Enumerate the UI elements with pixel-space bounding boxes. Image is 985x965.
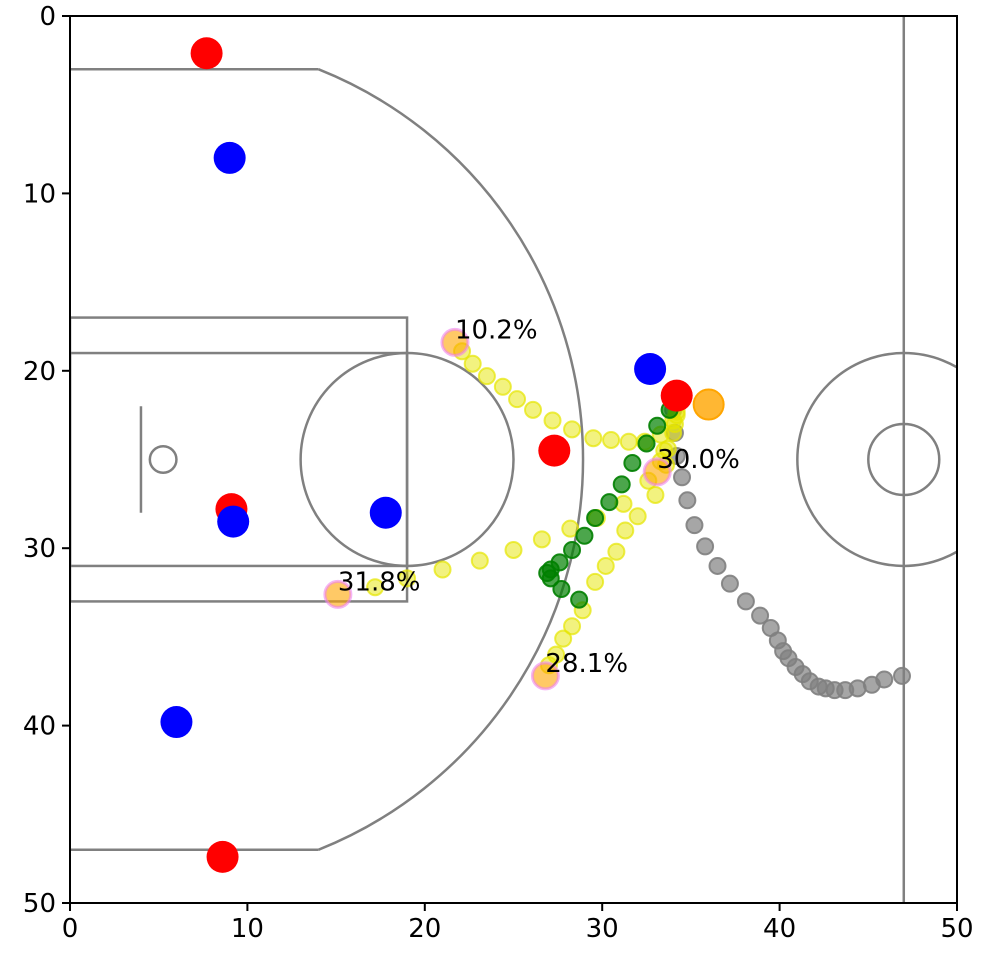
point	[720, 574, 739, 593]
point	[673, 468, 692, 487]
point	[612, 475, 631, 494]
point	[508, 390, 527, 409]
point	[398, 569, 417, 588]
x-tick-label: 30	[586, 914, 619, 944]
point	[433, 560, 452, 579]
data-label: 28.1%	[545, 649, 628, 679]
point	[440, 327, 470, 357]
x-tick-label: 0	[62, 914, 79, 944]
point	[893, 666, 912, 685]
point	[190, 37, 223, 70]
point	[493, 377, 512, 396]
point	[213, 141, 246, 174]
point	[600, 493, 619, 512]
point	[366, 578, 385, 597]
point	[584, 429, 603, 448]
axes-frame	[69, 15, 958, 904]
court-circle	[299, 351, 515, 568]
x-tick-label: 10	[231, 914, 264, 944]
point	[206, 840, 239, 873]
point	[563, 617, 582, 636]
court-circle	[867, 422, 941, 497]
point	[543, 411, 562, 430]
point	[637, 434, 656, 453]
y-tick-label: 50	[23, 889, 56, 919]
x-tick-label: 50	[940, 914, 973, 944]
three-point-arc	[317, 68, 585, 851]
point	[736, 592, 755, 611]
point	[664, 423, 683, 442]
point	[323, 579, 353, 609]
point	[628, 507, 647, 526]
y-tick-label: 40	[23, 712, 56, 742]
point	[554, 629, 573, 648]
point	[619, 432, 638, 451]
point	[642, 457, 672, 487]
point	[570, 590, 589, 609]
point	[596, 556, 615, 575]
court	[70, 16, 957, 903]
point	[607, 542, 626, 561]
point	[563, 420, 582, 439]
marks: 10.2% 31.8% 28.1% 30.0%	[160, 37, 912, 873]
point	[761, 619, 780, 638]
point	[646, 485, 665, 504]
point	[524, 400, 543, 419]
point	[470, 551, 489, 570]
y-tick-label: 10	[23, 179, 56, 209]
point	[541, 569, 560, 588]
point	[532, 530, 551, 549]
point	[708, 556, 727, 575]
point	[634, 353, 667, 386]
point	[561, 519, 580, 538]
point	[660, 379, 693, 412]
point	[602, 430, 621, 449]
point	[477, 367, 496, 386]
x-tick-label: 40	[763, 914, 796, 944]
point	[586, 572, 605, 591]
y-tick-label: 0	[39, 2, 56, 32]
point	[696, 537, 715, 556]
point	[586, 509, 605, 528]
point	[692, 388, 725, 421]
point	[563, 540, 582, 559]
point	[685, 516, 704, 535]
court-circle	[148, 444, 178, 475]
point	[369, 496, 402, 529]
data-label: 31.8%	[338, 567, 421, 597]
point	[530, 661, 560, 691]
paint-inner	[70, 351, 409, 568]
x-tick-label: 20	[408, 914, 441, 944]
point	[463, 354, 482, 373]
data-label: 30.0%	[657, 445, 740, 475]
point	[217, 505, 250, 538]
point	[648, 416, 667, 435]
y-tick-label: 30	[23, 534, 56, 564]
point	[751, 606, 770, 625]
point	[538, 434, 571, 467]
paint-outer	[70, 316, 409, 603]
point	[678, 491, 697, 510]
y-tick-label: 20	[23, 357, 56, 387]
point	[623, 454, 642, 473]
court-circle	[796, 351, 957, 568]
point	[575, 526, 594, 545]
point	[616, 521, 635, 540]
point	[160, 706, 193, 739]
point	[552, 580, 571, 599]
data-label: 10.2%	[455, 315, 538, 345]
point	[504, 540, 523, 559]
